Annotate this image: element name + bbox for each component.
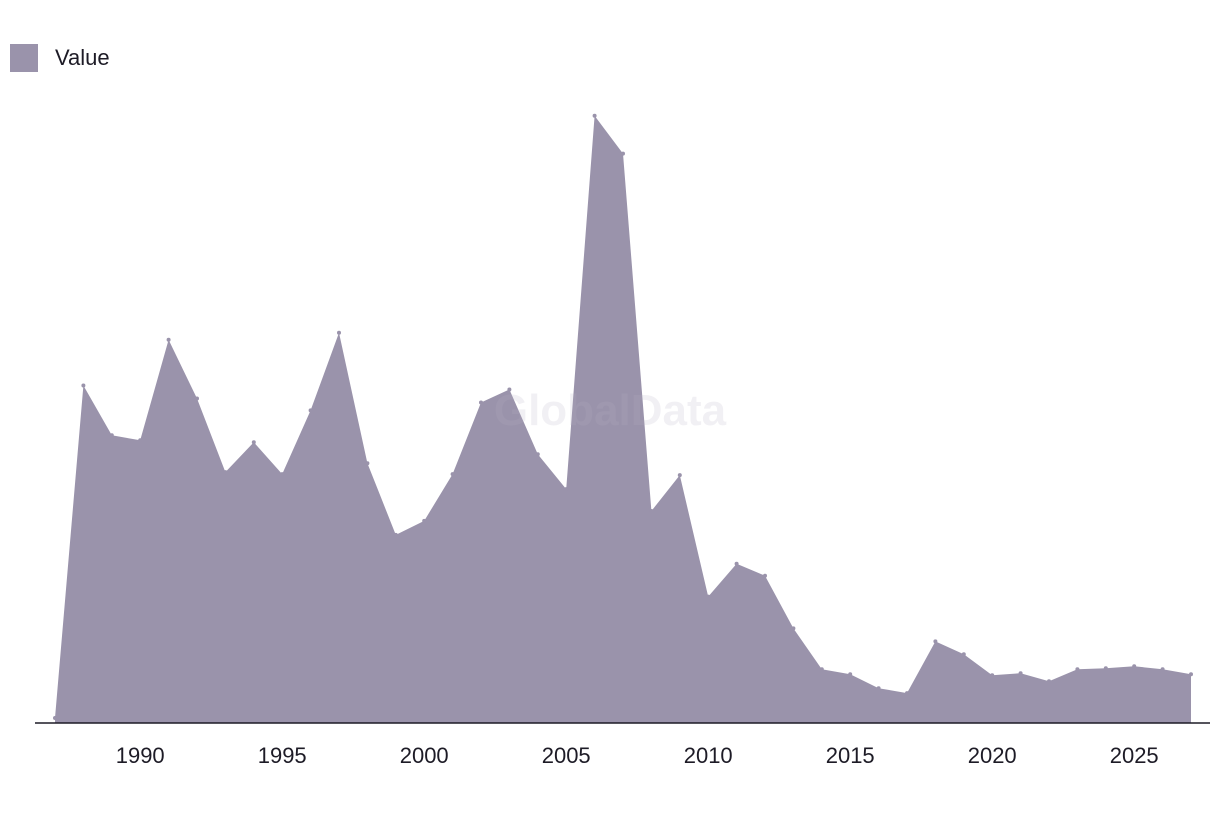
x-axis-ticks: 1990 1995 2000 2005 2010 2015 2020 2025 xyxy=(116,743,1159,768)
data-point xyxy=(308,408,313,413)
data-point xyxy=(592,113,597,118)
data-point xyxy=(876,686,881,691)
data-point xyxy=(280,472,285,477)
data-point xyxy=(138,438,143,443)
data-point xyxy=(564,487,569,492)
data-point xyxy=(365,461,370,466)
data-point xyxy=(1075,667,1080,672)
data-point xyxy=(933,639,938,644)
data-point xyxy=(649,509,654,513)
data-point xyxy=(1132,664,1137,669)
x-tick-label: 2015 xyxy=(826,743,875,768)
data-point xyxy=(251,440,256,445)
data-point xyxy=(1047,679,1051,684)
data-point xyxy=(848,672,853,677)
x-tick-label: 2020 xyxy=(968,743,1017,768)
data-point xyxy=(223,470,228,475)
data-point xyxy=(677,473,682,478)
x-tick-label: 2010 xyxy=(684,743,733,768)
plot-area xyxy=(53,113,1193,724)
data-point xyxy=(1189,672,1193,677)
x-tick-label: 1995 xyxy=(258,743,307,768)
x-tick-label: 2000 xyxy=(400,743,449,768)
data-point xyxy=(479,400,483,405)
data-point xyxy=(1160,667,1165,672)
data-point xyxy=(450,472,455,477)
data-point xyxy=(621,151,625,156)
data-point xyxy=(706,594,711,599)
data-point xyxy=(961,652,966,657)
watermark: GlobalData xyxy=(494,386,727,435)
data-point xyxy=(422,518,427,523)
data-point xyxy=(819,667,824,672)
data-point xyxy=(195,396,199,401)
data-point xyxy=(393,532,398,537)
area-series-value xyxy=(55,115,1191,724)
data-point xyxy=(109,433,114,438)
legend-swatch xyxy=(10,44,38,72)
legend-label: Value xyxy=(55,45,110,70)
x-tick-label: 1990 xyxy=(116,743,165,768)
data-point xyxy=(990,673,995,678)
data-point xyxy=(166,337,171,342)
data-point xyxy=(507,387,512,392)
x-tick-label: 2005 xyxy=(542,743,591,768)
data-point xyxy=(535,452,540,457)
data-point xyxy=(337,330,341,335)
data-point xyxy=(734,561,739,566)
data-point xyxy=(1018,671,1023,676)
legend: Value xyxy=(10,44,110,72)
x-tick-label: 2025 xyxy=(1110,743,1159,768)
data-point xyxy=(791,626,796,631)
data-point xyxy=(81,383,86,388)
data-point xyxy=(53,716,57,720)
data-point xyxy=(763,573,767,578)
data-point xyxy=(905,691,909,696)
data-point xyxy=(1103,666,1108,671)
